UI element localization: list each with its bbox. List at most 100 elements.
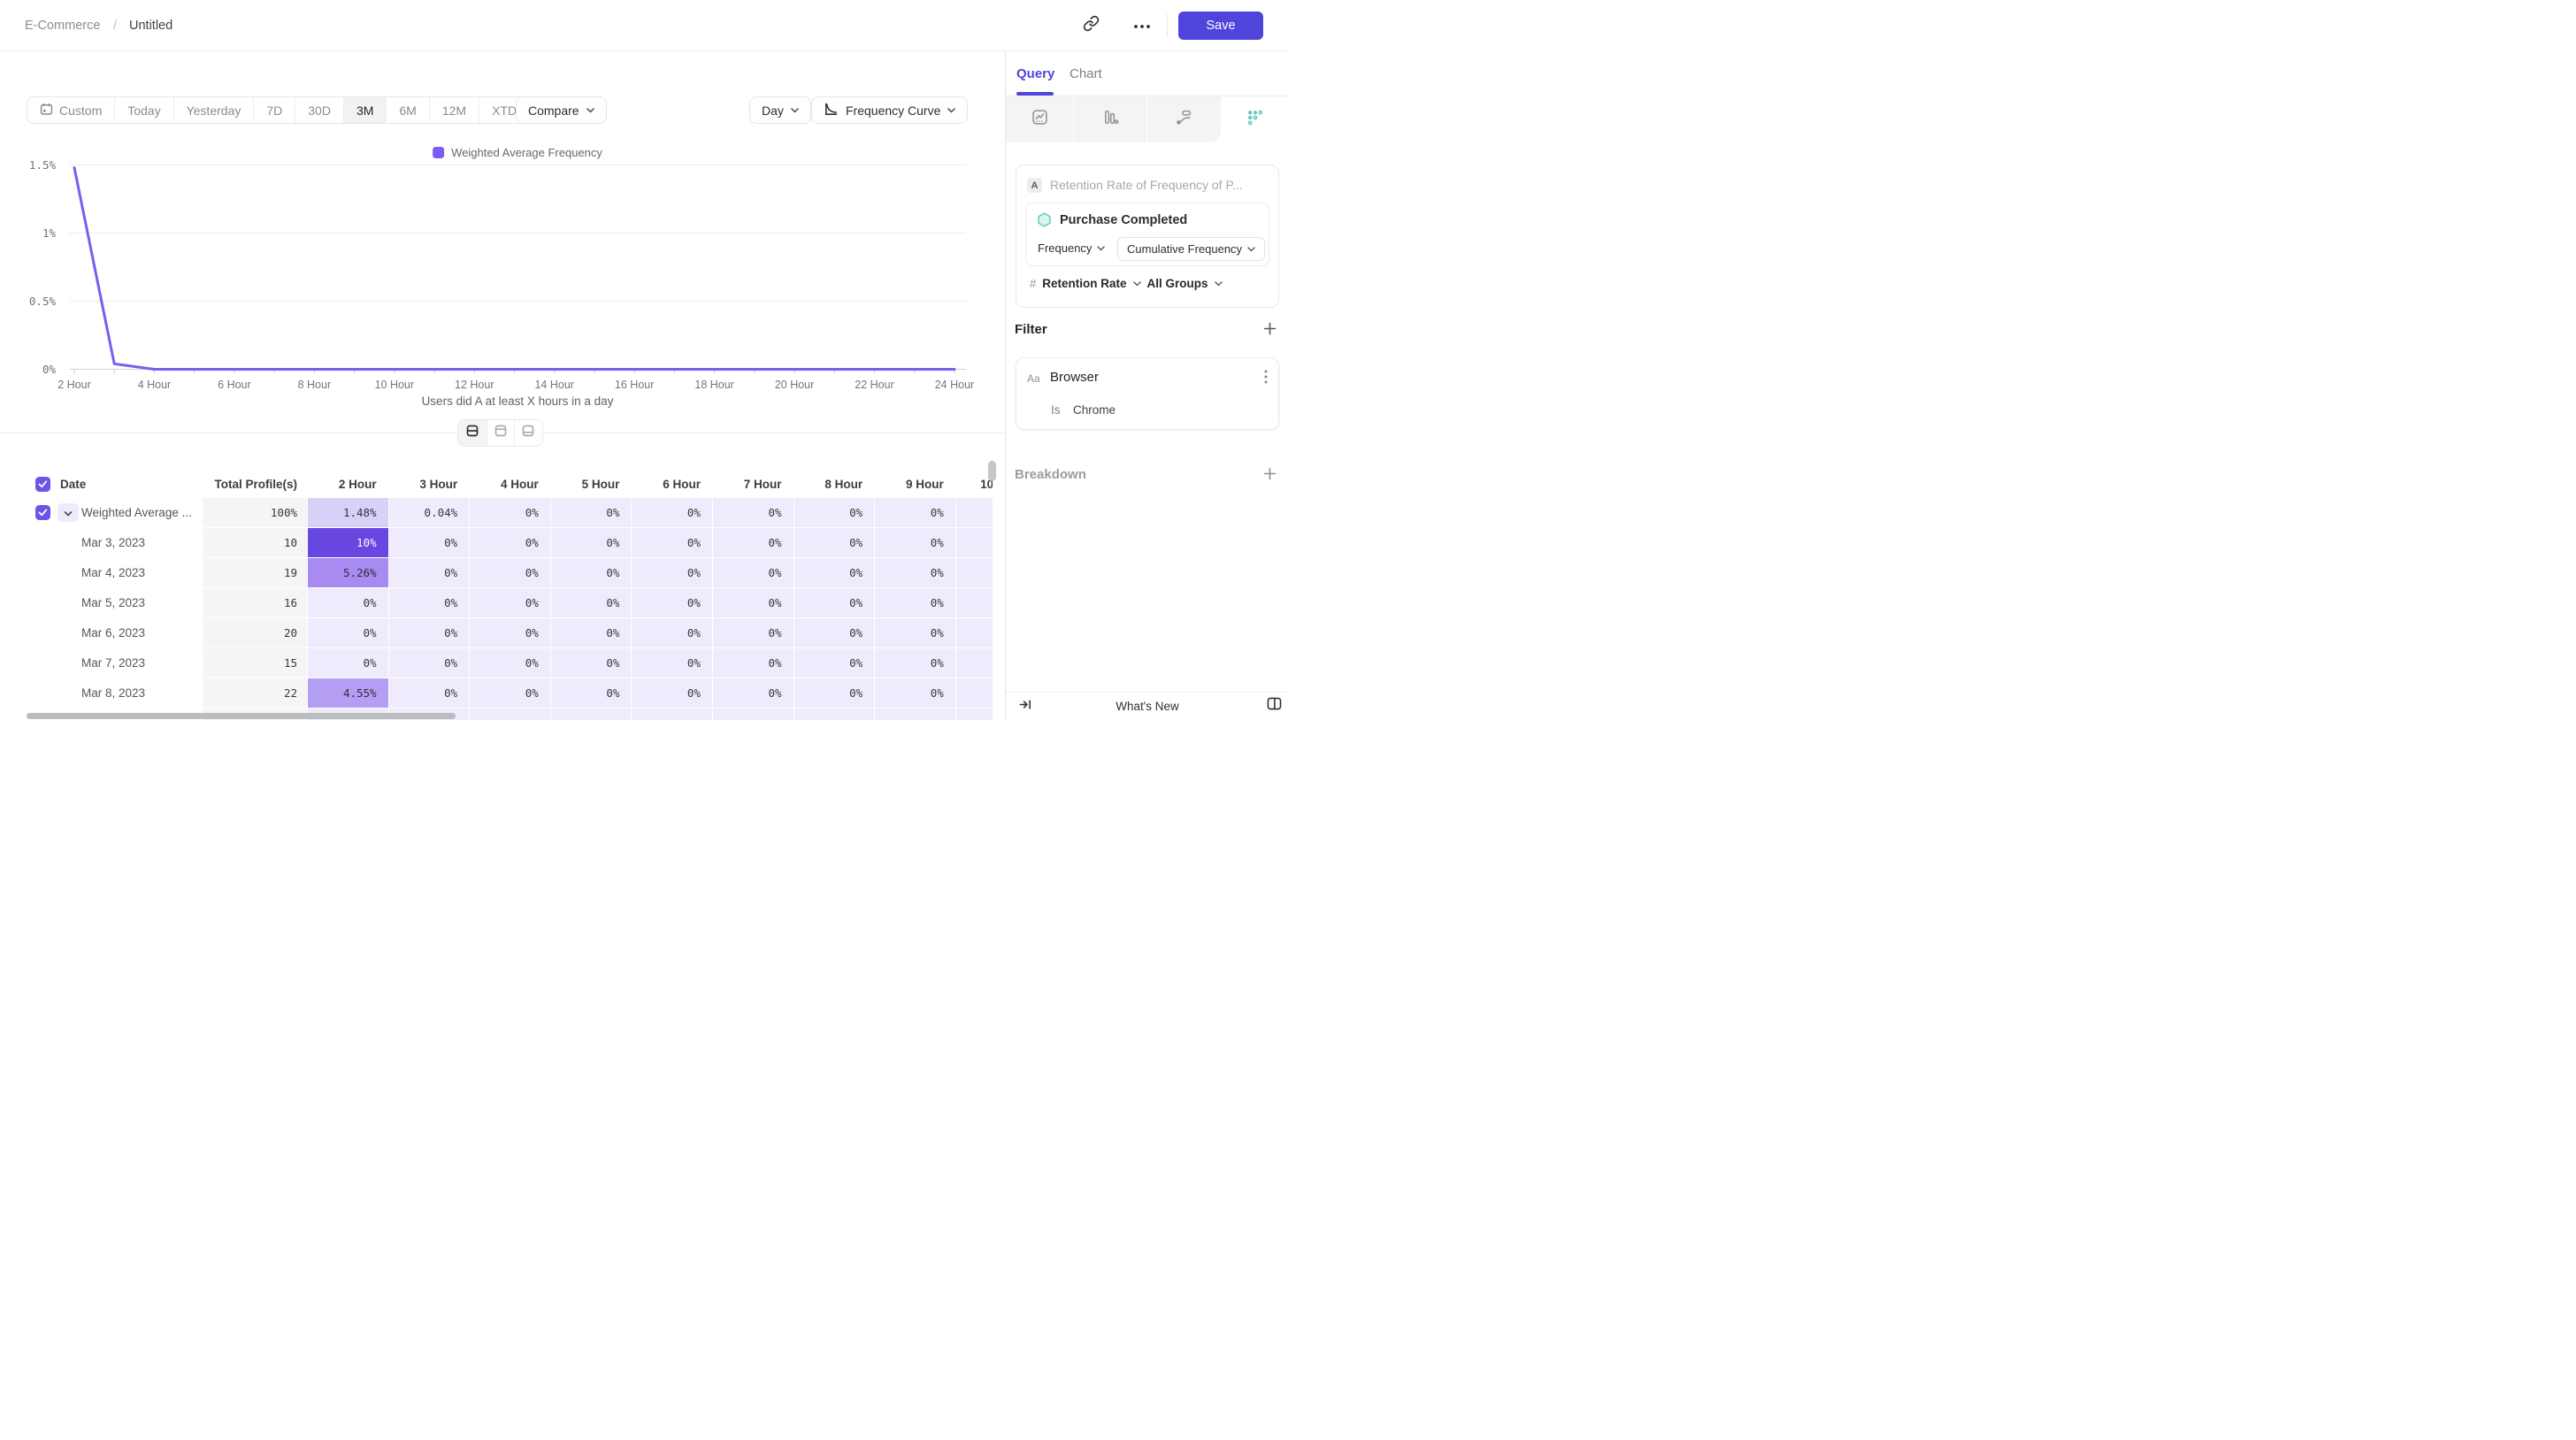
range-3m[interactable]: 3M (342, 97, 387, 123)
query-panel: Query Chart (1005, 51, 1288, 720)
chart-type-dropdown[interactable]: Frequency Curve (811, 96, 969, 124)
value-cell: 0% (875, 648, 955, 678)
legend-series-label: Weighted Average Frequency (451, 146, 602, 159)
table-row: Weighted Average ... 100% 1.48% 0.04% 0% 0% 0%… (19, 498, 993, 527)
vertical-scrollbar[interactable] (988, 461, 996, 481)
report-type-retention[interactable] (1221, 96, 1288, 142)
frequency-dropdown[interactable]: Frequency (1038, 241, 1106, 255)
panel-layout-button[interactable] (1264, 696, 1284, 716)
value-cell: 0% (470, 528, 550, 557)
retention-icon (1246, 109, 1263, 130)
horizontal-scrollbar[interactable] (27, 713, 456, 719)
add-filter-button[interactable] (1261, 322, 1278, 340)
value-cell: 0% (550, 648, 632, 678)
breakdown-section-heading: Breakdown (1015, 467, 1086, 482)
filter-menu-button[interactable] (1257, 369, 1275, 388)
x-tick-label: 4 Hour (137, 379, 172, 391)
frequency-line-chart[interactable] (0, 142, 1005, 407)
range-30d[interactable]: 30D (295, 97, 343, 123)
range-custom[interactable]: Custom (27, 97, 114, 123)
value-cell: 0% (550, 498, 632, 527)
select-all-checkbox[interactable] (35, 476, 50, 492)
column-header-hour: 2 Hour (338, 477, 377, 491)
event-card: Purchase Completed Frequency Cumulative … (1025, 203, 1269, 266)
layout-table-button[interactable] (514, 420, 542, 446)
value-cell: 0% (308, 588, 388, 617)
y-tick-label: 0% (42, 362, 56, 376)
x-tick-label: 16 Hour (614, 379, 655, 391)
column-header-total: Total Profile(s) (214, 477, 297, 491)
frequency-label: Frequency (1038, 241, 1092, 255)
value-cell: 0% (632, 498, 712, 527)
value-cell-clipped (955, 498, 993, 527)
value-cell: 0% (388, 558, 470, 587)
event-name[interactable]: Purchase Completed (1060, 213, 1188, 227)
value-cell: 0% (388, 528, 470, 557)
groups-dropdown[interactable]: All Groups (1146, 277, 1208, 290)
x-tick-label: 20 Hour (774, 379, 815, 391)
column-header-hour: 10 Hour (980, 477, 993, 491)
compare-dropdown[interactable]: Compare (516, 96, 607, 124)
range-7d[interactable]: 7D (253, 97, 295, 123)
breadcrumb-report-title[interactable]: Untitled (129, 19, 173, 33)
range-6m[interactable]: 6M (386, 97, 428, 123)
filter-property[interactable]: Browser (1050, 370, 1100, 385)
value-cell-clipped (955, 558, 993, 587)
granularity-label: Day (762, 103, 784, 118)
row-expander[interactable] (58, 503, 79, 522)
breadcrumb-project[interactable]: E-Commerce (25, 19, 101, 33)
report-type-insights[interactable] (1006, 96, 1073, 142)
range-today[interactable]: Today (114, 97, 172, 123)
x-tick-label: 24 Hour (934, 379, 975, 391)
x-tick-label: 8 Hour (297, 379, 332, 391)
copy-link-button[interactable] (1077, 12, 1104, 39)
chevron-down-icon (1132, 280, 1141, 287)
value-cell: 0% (712, 618, 794, 647)
report-type-row (1006, 96, 1288, 142)
plus-icon (1263, 467, 1276, 485)
range-label: Custom (59, 103, 103, 118)
filter-operator[interactable]: Is (1051, 403, 1061, 417)
query-step-title[interactable]: Retention Rate of Frequency of P... (1050, 178, 1243, 192)
value-cell: 0% (794, 648, 875, 678)
value-cell: 0% (470, 498, 550, 527)
total-profiles-cell: 15 (203, 648, 307, 678)
chevron-down-icon (1247, 246, 1255, 252)
layout-toggle-group (457, 419, 543, 447)
save-button[interactable]: Save (1178, 11, 1263, 40)
add-breakdown-button[interactable] (1261, 467, 1278, 485)
range-12m[interactable]: 12M (428, 97, 479, 123)
tab-chart[interactable]: Chart (1070, 66, 1102, 81)
frequency-mode-dropdown[interactable]: Cumulative Frequency (1117, 237, 1266, 261)
more-options-button[interactable] (1129, 12, 1155, 39)
frequency-curve-icon (824, 102, 839, 119)
chevron-down-icon (947, 107, 956, 113)
layout-split-button[interactable] (458, 420, 487, 446)
row-checkbox[interactable] (35, 505, 50, 520)
collapse-panel-button[interactable] (1015, 698, 1036, 716)
value-cell: 0% (632, 618, 712, 647)
whats-new-button[interactable]: What's New (1116, 700, 1179, 713)
table-row: Mar 8, 2023 22 4.55% 0% 0% 0% 0% 0% 0% 0% (19, 678, 993, 708)
column-header-hour: 3 Hour (419, 477, 458, 491)
value-cell: 0% (875, 528, 955, 557)
bottom-pane-icon (521, 424, 535, 442)
x-tick-label: 6 Hour (218, 379, 251, 391)
column-header-hour: 4 Hour (501, 477, 539, 491)
value-cell: 0% (794, 498, 875, 527)
report-type-flows[interactable] (1146, 96, 1221, 142)
range-yesterday[interactable]: Yesterday (172, 97, 254, 123)
value-cell-clipped (955, 528, 993, 557)
value-cell: 0% (794, 678, 875, 708)
report-type-funnels[interactable] (1073, 96, 1146, 142)
measure-dropdown[interactable]: Retention Rate (1042, 277, 1127, 290)
plus-icon (1263, 322, 1276, 340)
value-cell-clipped (955, 648, 993, 678)
row-label: Weighted Average ... (81, 506, 192, 519)
granularity-dropdown[interactable]: Day (749, 96, 811, 124)
layout-chart-button[interactable] (486, 420, 515, 446)
tab-query[interactable]: Query (1016, 66, 1055, 81)
chart-legend[interactable]: Weighted Average Frequency (433, 146, 602, 159)
filter-value[interactable]: Chrome (1073, 403, 1116, 417)
breadcrumb-separator: / (113, 19, 118, 33)
